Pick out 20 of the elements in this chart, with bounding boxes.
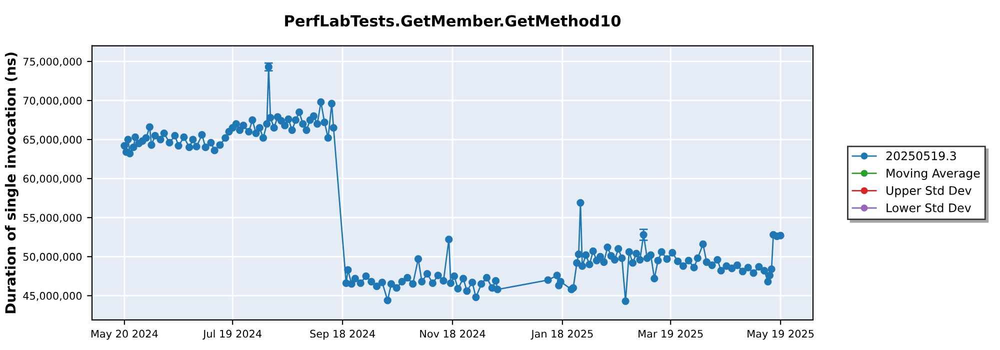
y-tick-label: 45,000,000 — [23, 292, 82, 301]
y-tick-label: 55,000,000 — [23, 214, 82, 223]
x-tick-label: Mar 19 2025 — [638, 330, 703, 338]
x-tick-label: May 20 2024 — [92, 330, 158, 340]
legend-label: Upper Std Dev — [886, 186, 972, 198]
y-tick-label: 70,000,000 — [23, 96, 82, 106]
legend-label: 20250519.3 — [886, 151, 956, 160]
y-tick-label: 65,000,000 — [23, 136, 82, 145]
legend-label: Moving Average — [886, 168, 980, 180]
y-tick-label: 75,000,000 — [23, 58, 82, 67]
y-axis-title: Duration of single invocation (ns) — [4, 52, 18, 314]
y-tick-label: 50,000,000 — [23, 252, 82, 262]
x-tick-label: Jul 19 2024 — [202, 330, 262, 340]
y-tick-label: 60,000,000 — [23, 174, 82, 184]
x-tick-label: Nov 18 2024 — [420, 330, 486, 338]
x-tick-label: Sep 18 2024 — [310, 330, 375, 340]
x-tick-label: May 19 2025 — [748, 330, 814, 340]
x-tick-label: Jan 18 2025 — [530, 330, 593, 340]
legend-label: Lower Std Dev — [886, 203, 971, 212]
chart-title: PerfLabTests.GetMember.GetMethod10 — [285, 14, 621, 27]
